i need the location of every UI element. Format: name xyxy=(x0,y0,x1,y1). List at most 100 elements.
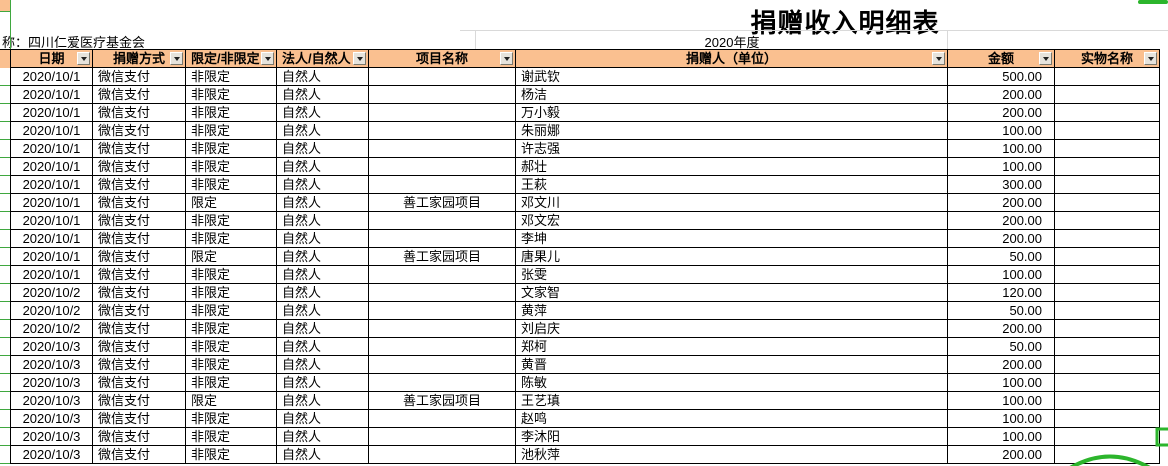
column-header-method[interactable]: 捐赠方式 xyxy=(93,50,186,68)
cell-item[interactable] xyxy=(1055,248,1160,266)
cell-date[interactable]: 2020/10/2 xyxy=(11,284,93,302)
cell-restriction[interactable]: 非限定 xyxy=(186,212,277,230)
cell-item[interactable] xyxy=(1055,320,1160,338)
cell-item[interactable] xyxy=(1055,158,1160,176)
cell-date[interactable]: 2020/10/3 xyxy=(11,392,93,410)
cell-amount[interactable]: 100.00 xyxy=(948,266,1055,284)
cell-amount[interactable]: 200.00 xyxy=(948,320,1055,338)
cell-person_type[interactable]: 自然人 xyxy=(277,248,369,266)
cell-date[interactable]: 2020/10/1 xyxy=(11,140,93,158)
cell-person_type[interactable]: 自然人 xyxy=(277,446,369,464)
cell-restriction[interactable]: 非限定 xyxy=(186,446,277,464)
cell-date[interactable]: 2020/10/2 xyxy=(11,302,93,320)
cell-restriction[interactable]: 非限定 xyxy=(186,428,277,446)
cell-method[interactable]: 微信支付 xyxy=(93,392,186,410)
column-header-project[interactable]: 项目名称 xyxy=(369,50,516,68)
cell-project[interactable] xyxy=(369,104,516,122)
cell-date[interactable]: 2020/10/1 xyxy=(11,176,93,194)
cell-item[interactable] xyxy=(1055,122,1160,140)
cell-donor[interactable]: 文家智 xyxy=(516,284,948,302)
cell-date[interactable]: 2020/10/1 xyxy=(11,104,93,122)
cell-date[interactable]: 2020/10/1 xyxy=(11,248,93,266)
cell-donor[interactable]: 邓文川 xyxy=(516,194,948,212)
cell-amount[interactable]: 100.00 xyxy=(948,158,1055,176)
column-header-date[interactable]: 日期 xyxy=(11,50,93,68)
cell-method[interactable]: 微信支付 xyxy=(93,122,186,140)
cell-item[interactable] xyxy=(1055,194,1160,212)
cell-restriction[interactable]: 非限定 xyxy=(186,338,277,356)
cell-person_type[interactable]: 自然人 xyxy=(277,230,369,248)
cell-amount[interactable]: 50.00 xyxy=(948,338,1055,356)
cell-method[interactable]: 微信支付 xyxy=(93,68,186,86)
cell-amount[interactable]: 200.00 xyxy=(948,194,1055,212)
cell-donor[interactable]: 王艺瑱 xyxy=(516,392,948,410)
cell-project[interactable] xyxy=(369,230,516,248)
cell-method[interactable]: 微信支付 xyxy=(93,212,186,230)
cell-amount[interactable]: 100.00 xyxy=(948,428,1055,446)
cell-restriction[interactable]: 非限定 xyxy=(186,176,277,194)
cell-person_type[interactable]: 自然人 xyxy=(277,104,369,122)
cell-date[interactable]: 2020/10/1 xyxy=(11,68,93,86)
cell-person_type[interactable]: 自然人 xyxy=(277,86,369,104)
cell-donor[interactable]: 池秋萍 xyxy=(516,446,948,464)
cell-restriction[interactable]: 非限定 xyxy=(186,320,277,338)
cell-person_type[interactable]: 自然人 xyxy=(277,392,369,410)
cell-amount[interactable]: 300.00 xyxy=(948,176,1055,194)
cell-date[interactable]: 2020/10/2 xyxy=(11,320,93,338)
cell-person_type[interactable]: 自然人 xyxy=(277,194,369,212)
cell-person_type[interactable]: 自然人 xyxy=(277,212,369,230)
cell-restriction[interactable]: 非限定 xyxy=(186,122,277,140)
cell-project[interactable] xyxy=(369,212,516,230)
cell-item[interactable] xyxy=(1055,266,1160,284)
cell-person_type[interactable]: 自然人 xyxy=(277,140,369,158)
cell-item[interactable] xyxy=(1055,338,1160,356)
filter-dropdown-button-restriction[interactable] xyxy=(261,52,274,65)
column-header-item[interactable]: 实物名称 xyxy=(1055,50,1160,68)
cell-person_type[interactable]: 自然人 xyxy=(277,122,369,140)
cell-method[interactable]: 微信支付 xyxy=(93,356,186,374)
cell-project[interactable] xyxy=(369,356,516,374)
filter-dropdown-button-donor[interactable] xyxy=(932,52,945,65)
cell-item[interactable] xyxy=(1055,230,1160,248)
cell-amount[interactable]: 50.00 xyxy=(948,302,1055,320)
filter-dropdown-button-amount[interactable] xyxy=(1039,52,1052,65)
cell-person_type[interactable]: 自然人 xyxy=(277,266,369,284)
column-header-amount[interactable]: 金额 xyxy=(948,50,1055,68)
cell-person_type[interactable]: 自然人 xyxy=(277,428,369,446)
cell-donor[interactable]: 张雯 xyxy=(516,266,948,284)
cell-item[interactable] xyxy=(1055,392,1160,410)
cell-method[interactable]: 微信支付 xyxy=(93,248,186,266)
cell-project[interactable] xyxy=(369,86,516,104)
cell-restriction[interactable]: 非限定 xyxy=(186,86,277,104)
cell-restriction[interactable]: 非限定 xyxy=(186,140,277,158)
cell-date[interactable]: 2020/10/1 xyxy=(11,86,93,104)
cell-item[interactable] xyxy=(1055,446,1160,464)
cell-item[interactable] xyxy=(1055,284,1160,302)
cell-date[interactable]: 2020/10/1 xyxy=(11,230,93,248)
cell-method[interactable]: 微信支付 xyxy=(93,194,186,212)
cell-method[interactable]: 微信支付 xyxy=(93,176,186,194)
cell-person_type[interactable]: 自然人 xyxy=(277,284,369,302)
cell-person_type[interactable]: 自然人 xyxy=(277,68,369,86)
filter-dropdown-button-project[interactable] xyxy=(500,52,513,65)
cell-person_type[interactable]: 自然人 xyxy=(277,410,369,428)
cell-amount[interactable]: 120.00 xyxy=(948,284,1055,302)
cell-amount[interactable]: 200.00 xyxy=(948,356,1055,374)
cell-restriction[interactable]: 非限定 xyxy=(186,302,277,320)
cell-amount[interactable]: 500.00 xyxy=(948,68,1055,86)
cell-method[interactable]: 微信支付 xyxy=(93,374,186,392)
cell-project[interactable] xyxy=(369,302,516,320)
cell-item[interactable] xyxy=(1055,104,1160,122)
cell-restriction[interactable]: 非限定 xyxy=(186,68,277,86)
column-header-donor[interactable]: 捐赠人（单位） xyxy=(516,50,948,68)
cell-method[interactable]: 微信支付 xyxy=(93,338,186,356)
cell-method[interactable]: 微信支付 xyxy=(93,320,186,338)
cell-item[interactable] xyxy=(1055,356,1160,374)
cell-amount[interactable]: 100.00 xyxy=(948,122,1055,140)
cell-date[interactable]: 2020/10/3 xyxy=(11,428,93,446)
cell-donor[interactable]: 李坤 xyxy=(516,230,948,248)
filter-dropdown-button-method[interactable] xyxy=(170,52,183,65)
cell-amount[interactable]: 200.00 xyxy=(948,446,1055,464)
cell-amount[interactable]: 100.00 xyxy=(948,410,1055,428)
column-header-person_type[interactable]: 法人/自然人 xyxy=(277,50,369,68)
